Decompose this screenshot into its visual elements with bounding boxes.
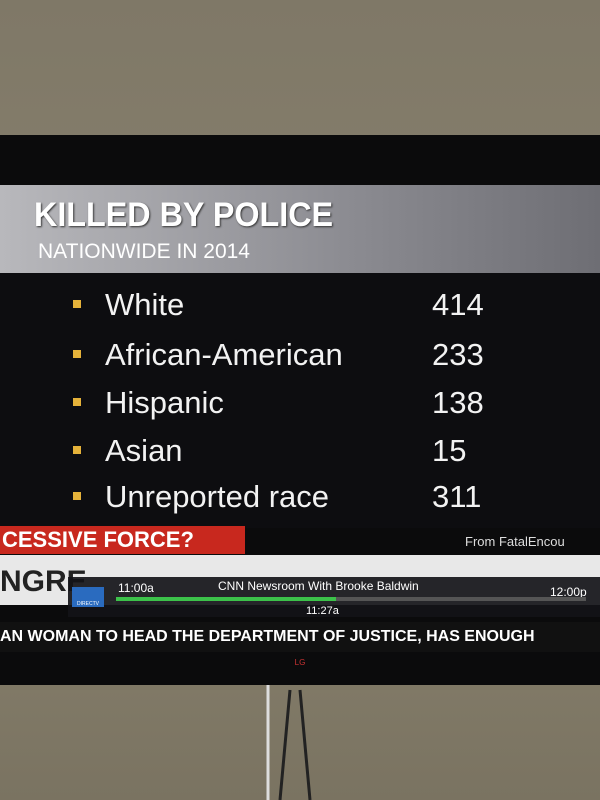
bullet — [73, 446, 81, 454]
title: KILLED BY POLICE — [34, 196, 334, 234]
bullet — [73, 300, 81, 308]
subtitle: NATIONWIDE IN 2014 — [38, 240, 250, 263]
item-value: 138 — [432, 385, 484, 420]
list-row: Unreported race 311 — [0, 477, 600, 517]
bullet — [73, 350, 81, 358]
ticker: AN WOMAN TO HEAD THE DEPARTMENT OF JUSTI… — [0, 622, 600, 652]
source: From FatalEncou — [465, 534, 565, 549]
list-row: African-American 233 — [0, 335, 600, 375]
item-label: White — [105, 287, 185, 322]
cables — [266, 685, 312, 800]
program: CNN Newsroom With Brooke Baldwin — [218, 579, 419, 593]
now-time: 11:27a — [306, 605, 339, 617]
item-label: African-American — [105, 337, 343, 372]
list: White 414 African-American 233 Hispanic 138 As… — [0, 273, 600, 528]
item-value: 311 — [432, 479, 482, 514]
item-label: Unreported race — [105, 479, 330, 514]
progress — [116, 597, 336, 601]
brand: LG — [294, 658, 306, 667]
bullet — [73, 492, 81, 500]
start-time: 11:00a — [118, 581, 154, 595]
item-label: Asian — [105, 433, 183, 468]
guide-overlay: DIRECTV 11:00a CNN Newsroom With Brooke … — [68, 577, 600, 617]
item-label: Hispanic — [105, 385, 224, 420]
logo: DIRECTV — [72, 587, 104, 607]
item-value: 15 — [432, 433, 467, 468]
progress-track — [116, 597, 586, 601]
banner: CESSIVE FORCE? — [0, 526, 245, 554]
title-band — [0, 185, 600, 273]
list-row: White 414 — [0, 285, 600, 325]
end-time: 12:00p — [550, 585, 587, 599]
list-row: Hispanic 138 — [0, 383, 600, 423]
bullet — [73, 398, 81, 406]
item-value: 233 — [432, 337, 484, 372]
item-value: 414 — [432, 287, 484, 322]
list-row: Asian 15 — [0, 431, 600, 471]
